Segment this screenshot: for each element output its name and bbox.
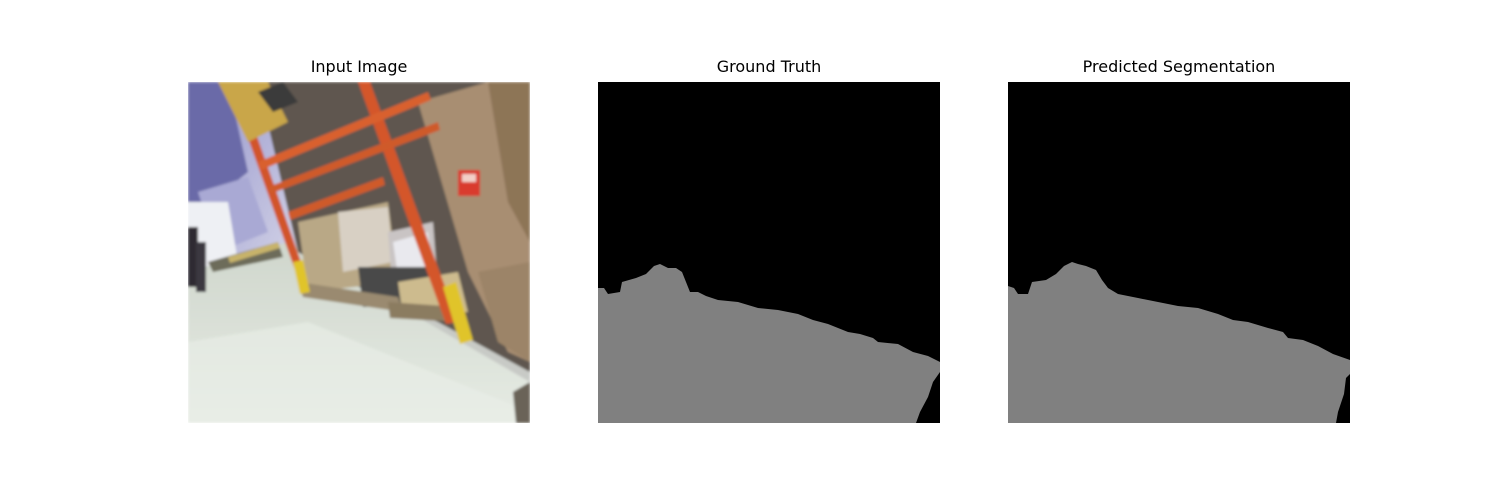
ground-truth-mask <box>598 82 940 423</box>
ground-truth-title: Ground Truth <box>716 57 822 76</box>
predicted-floor-region <box>1008 262 1350 423</box>
warehouse-photo <box>188 82 530 423</box>
input-image <box>188 82 530 423</box>
ground-truth-floor-region <box>598 264 940 423</box>
predicted-segmentation-svg <box>1008 82 1350 423</box>
predicted-segmentation-mask <box>1008 82 1350 423</box>
predicted-segmentation-title: Predicted Segmentation <box>1082 57 1276 76</box>
input-image-title: Input Image <box>310 57 408 76</box>
ground-truth-svg <box>598 82 940 423</box>
